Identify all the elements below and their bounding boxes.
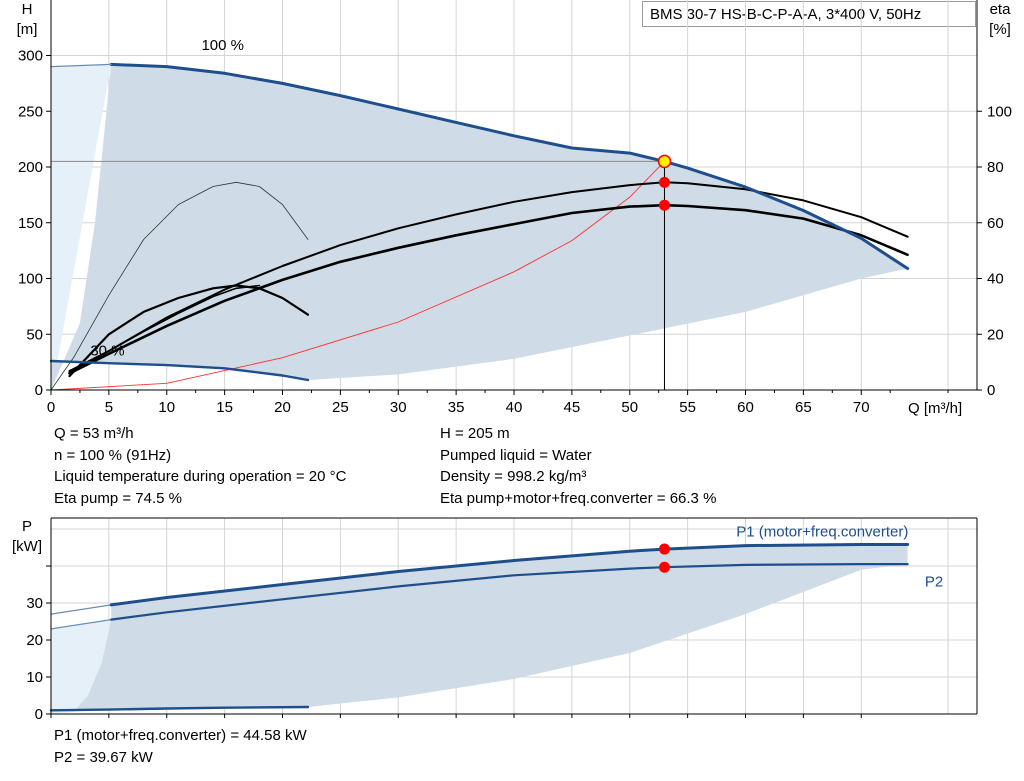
info-eta-pump: Eta pump = 74.5 % — [54, 489, 182, 507]
y2-tick-label: 100 — [987, 103, 1012, 120]
info-flow: Q = 53 m³/h — [54, 425, 134, 442]
eta-pump-100-curve — [68, 181, 909, 372]
x-tick-label: 35 — [448, 399, 465, 416]
curve-label-1: 30 % — [90, 342, 124, 359]
x-tick-label: 65 — [795, 399, 812, 416]
y-tick-label: 200 — [18, 159, 43, 176]
y-axis-unit: [kW] — [12, 538, 42, 555]
y-tick-label: 0 — [35, 382, 43, 399]
info-p2: P2 = 39.67 kW — [54, 748, 153, 766]
info-eta-total: Eta pump+motor+freq.converter = 66.3 % — [440, 489, 717, 507]
head-100-curve — [109, 62, 910, 270]
head-100-left-curve — [50, 63, 112, 68]
power-chart: P1 (motor+freq.converter) P2 0 10 20 30 P [kW] — [12, 517, 978, 723]
y-axis-label: P — [22, 518, 32, 535]
x-tick-label: 10 — [158, 399, 175, 416]
x-tick-label: 30 — [390, 399, 407, 416]
info-pumped-liquid: Pumped liquid = Water — [440, 446, 592, 464]
power-legend-1: P2 — [925, 573, 943, 590]
x-tick-label: 45 — [564, 399, 581, 416]
y2-tick-label: 60 — [987, 215, 1004, 232]
eta-pump-operating-point — [658, 176, 670, 188]
p1-operating-point — [658, 543, 670, 555]
info-p1: P1 (motor+freq.converter) = 44.58 kW — [54, 727, 307, 744]
p2-operating-point — [658, 561, 670, 573]
x-tick-label: 15 — [216, 399, 233, 416]
info-speed: n = 100 % (91Hz) — [54, 446, 172, 464]
x-tick-label: 25 — [332, 399, 349, 416]
y2-axis-label: eta — [990, 1, 1012, 18]
x-tick-label: 50 — [621, 399, 638, 416]
p-30-curve — [49, 705, 310, 712]
y2-axis-unit: [%] — [989, 21, 1011, 38]
x-tick-label: 70 — [853, 399, 870, 416]
eta-total-100-curve — [68, 203, 909, 375]
y-tick-label: 20 — [26, 632, 43, 649]
pump-model-label: BMS 30-7 HS-B-C-P-A-A, 3*400 V, 50Hz — [642, 1, 976, 27]
x-tick-label: 60 — [737, 399, 754, 416]
y-axis-label: H — [22, 1, 33, 18]
y-tick-label: 50 — [26, 326, 43, 343]
x-tick-label: 0 — [47, 399, 55, 416]
x-tick-label: 20 — [274, 399, 291, 416]
x-tick-label: 40 — [506, 399, 523, 416]
upper-info-left: Q = 53 m³/h n = 100 % (91Hz) Liquid temp… — [54, 423, 346, 509]
p1-left-curve — [50, 604, 112, 615]
head-30-curve — [49, 359, 310, 382]
y2-tick-label: 0 — [987, 382, 995, 399]
y-tick-label: 150 — [18, 215, 43, 232]
info-liquid-temperature: Liquid temperature during operation = 20… — [54, 468, 347, 485]
info-head: H = 205 m — [440, 425, 510, 442]
y-tick-label: 300 — [18, 48, 43, 65]
eta-pump-30-curve — [50, 181, 309, 391]
head-efficiency-chart: 100 % 30 % 0 5 10 15 20 25 30 35 40 45 50 55 60 65 70 0 50… — [17, 0, 1012, 417]
p2-left-curve — [50, 619, 112, 630]
operating-range-light — [51, 64, 112, 391]
y-tick-label: 10 — [26, 669, 43, 686]
operating-range-area — [51, 64, 908, 391]
x-tick-label: 55 — [679, 399, 696, 416]
y-tick-label: 250 — [18, 103, 43, 120]
y2-tick-label: 40 — [987, 271, 1004, 288]
head-operating-point — [657, 154, 672, 169]
curve-label-0: 100 % — [201, 37, 244, 54]
eta-pump-30-b-curve — [68, 284, 310, 378]
p1-curve — [109, 543, 910, 607]
y2-tick-label: 20 — [987, 326, 1004, 343]
eta-total-operating-point — [658, 199, 670, 211]
info-density: Density = 998.2 kg/m³ — [440, 468, 587, 485]
y-tick-label: 100 — [18, 271, 43, 288]
y-tick-label: 0 — [35, 706, 43, 723]
x-axis-label: Q [m³/h] — [908, 400, 962, 417]
power-legend-0: P1 (motor+freq.converter) — [736, 523, 908, 540]
lower-info: P1 (motor+freq.converter) = 44.58 kW P2 … — [54, 725, 307, 768]
x-tick-label: 5 — [105, 399, 113, 416]
upper-info-right: H = 205 m Pumped liquid = Water Density … — [440, 423, 716, 509]
y-tick-label: 30 — [26, 595, 43, 612]
system-curve — [50, 160, 665, 391]
p2-curve — [110, 563, 909, 621]
power-range-area — [74, 544, 908, 711]
y2-tick-label: 80 — [987, 159, 1004, 176]
y-axis-unit: [m] — [17, 21, 38, 38]
